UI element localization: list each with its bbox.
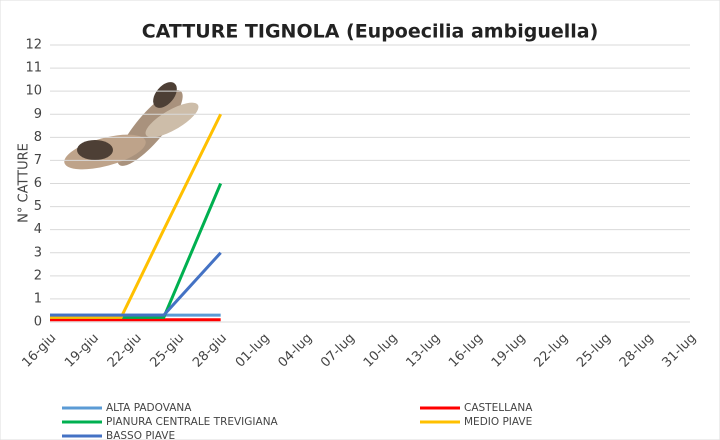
legend-label: PIANURA CENTRALE TREVIGIANA xyxy=(106,416,279,428)
y-tick-label: 12 xyxy=(25,38,42,53)
y-tick-label: 0 xyxy=(34,315,42,330)
legend-label: MEDIO PIAVE xyxy=(464,416,532,428)
y-tick-label: 10 xyxy=(25,84,42,99)
legend-label: BASSO PIAVE xyxy=(106,430,175,440)
series-line xyxy=(50,113,223,319)
y-tick-label: 11 xyxy=(25,61,42,76)
series-line xyxy=(50,251,222,317)
y-tick-label: 3 xyxy=(34,245,42,260)
y-tick-label: 9 xyxy=(34,107,42,122)
legend-label: CASTELLANA xyxy=(464,402,533,414)
chart-title: CATTURE TIGNOLA (Eupoecilia ambiguella) xyxy=(142,21,599,43)
y-axis-label: N° CATTURE xyxy=(17,143,32,223)
y-tick-label: 4 xyxy=(34,222,42,237)
y-tick-label: 1 xyxy=(34,291,42,306)
y-tick-label: 7 xyxy=(34,153,42,168)
y-tick-label: 5 xyxy=(34,199,42,214)
legend-label: ALTA PADOVANA xyxy=(106,402,192,414)
y-tick-label: 8 xyxy=(34,130,42,145)
y-tick-label: 6 xyxy=(34,176,42,191)
y-tick-label: 2 xyxy=(34,268,42,283)
